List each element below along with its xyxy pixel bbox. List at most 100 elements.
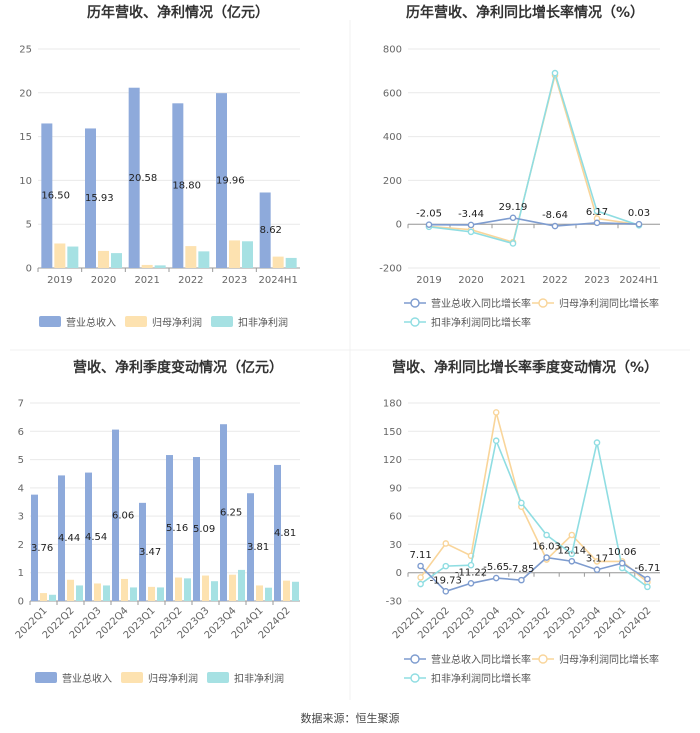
y-tick-label: 4 [18,483,24,494]
quarterly-growth-line-chart: -3003060901201501802022Q12022Q22022Q3202… [383,399,660,686]
data-point [442,540,450,547]
legend-label: 归母净利润 [148,672,198,685]
data-source-footer: 数据来源：恒生聚源 [301,711,400,725]
legend-swatch-marker [538,654,548,664]
legend-label: 营业总收入同比增长率 [431,297,531,310]
data-label: 16.50 [41,191,70,202]
data-point [551,222,559,230]
data-point [568,550,576,558]
bar [40,593,47,601]
legend-label: 归母净利润 [152,316,202,329]
bar [247,493,254,601]
x-tick-label: 2020 [458,275,483,286]
data-point [543,554,550,561]
bar [274,464,281,601]
data-point [417,574,424,581]
data-point [467,228,475,236]
data-point [518,576,525,584]
bar [202,575,209,601]
bar [67,246,79,268]
bar [58,475,65,601]
bar [112,429,119,601]
y-tick-label: 800 [383,45,402,56]
bar [141,264,153,268]
bar [67,579,74,601]
legend-swatch [125,316,147,327]
x-tick-label: 2019 [47,275,72,286]
data-point [644,575,651,583]
data-label: -5.65 [483,562,509,573]
y-tick-label: 7 [18,399,24,410]
data-point [568,557,576,565]
legend-label: 扣非净利润 [238,316,288,329]
data-point [442,588,450,595]
data-label: 3.17 [586,554,608,565]
data-label: 18.80 [172,181,201,192]
y-tick-label: 5 [18,455,24,466]
data-point [593,219,601,227]
bar [166,455,173,601]
y-tick-label: 1 [18,568,24,579]
y-tick-label: 0 [18,597,24,608]
data-point [593,207,601,215]
y-tick-label: -30 [386,597,402,608]
data-point [593,566,601,574]
y-tick-label: 90 [389,483,402,494]
legend-swatch [211,316,233,327]
y-tick-label: 30 [389,540,402,551]
bar [130,587,137,601]
data-point [417,562,424,570]
data-point [425,221,433,228]
series-line [419,412,648,583]
data-label: 5.16 [166,523,188,534]
bar [184,578,191,601]
data-point [593,439,601,446]
data-point [492,437,500,445]
bar [94,583,101,601]
y-tick-label: 2 [18,540,24,551]
x-tick-label: 2023 [222,275,247,286]
data-label: 0.03 [628,208,650,219]
y-tick-label: 5 [26,220,32,231]
x-tick-label: 2022 [178,275,203,286]
data-label: 5.09 [193,524,215,535]
y-tick-label: 0 [396,568,402,579]
data-label: -8.64 [542,210,568,221]
bar [49,594,56,601]
data-label: 4.81 [274,528,296,539]
bar [283,580,290,601]
bar [54,243,66,268]
data-point [467,579,475,587]
bar [216,93,227,269]
data-point [417,580,424,588]
data-point [467,561,475,569]
data-label: -7.85 [508,564,534,575]
bar [85,128,96,268]
y-tick-label: 180 [383,399,402,410]
legend-label: 归母净利润同比增长率 [559,297,659,310]
bar [157,587,164,601]
bar [76,585,83,601]
data-label: 10.06 [608,547,637,558]
x-tick-label: 2024H1 [619,275,658,286]
bar [85,472,92,601]
annual-growth-chart-title: 历年营收、净利同比增长率情况（%） [406,4,644,21]
y-tick-label: 10 [19,176,32,187]
bar [41,123,53,269]
bar [285,257,297,268]
data-label: -6.71 [634,563,660,574]
legend-swatch-marker [410,317,420,327]
bar [139,502,146,601]
data-label: 8.62 [260,225,282,236]
legend-label: 扣非净利润同比增长率 [431,316,531,329]
y-tick-label: 60 [389,512,402,523]
legend-label: 营业总收入同比增长率 [431,653,531,666]
bar [121,578,128,601]
data-label: 15.93 [85,193,114,204]
bar [211,581,218,601]
y-tick-label: -200 [379,264,402,275]
bar [229,240,240,268]
data-label: 6.17 [586,207,608,218]
bar [238,569,245,601]
